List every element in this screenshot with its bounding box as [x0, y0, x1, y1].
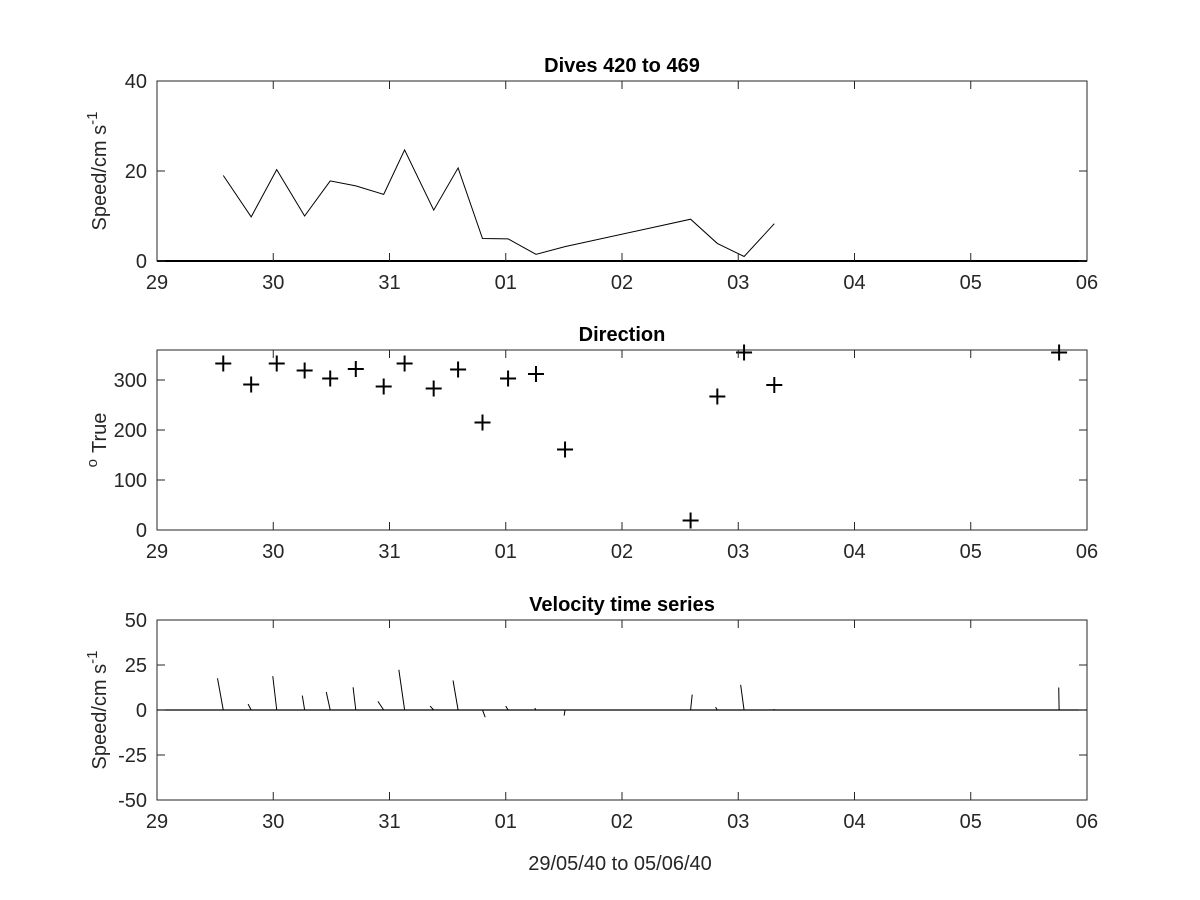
direction-y-tick-label: 300	[114, 370, 147, 392]
velocity-stick	[452, 680, 459, 711]
velocity-stick	[505, 705, 509, 711]
velocity-stick	[563, 709, 566, 716]
velocity-y-axis-label-main: Speed/cm s	[89, 664, 111, 770]
direction-point	[243, 376, 260, 393]
velocity-stick	[301, 695, 306, 711]
velocity-y-tick-label: -50	[118, 790, 147, 812]
velocity-stick	[690, 694, 693, 711]
velocity-y-tick-label: 25	[125, 655, 147, 677]
speed-y-tick-label: 40	[125, 71, 147, 93]
direction-x-tick-label: 31	[378, 541, 400, 563]
velocity-chart-title: Velocity time series	[529, 594, 715, 616]
velocity-stick	[272, 676, 278, 711]
direction-x-tick-label: 30	[262, 541, 284, 563]
direction-x-tick-label: 05	[960, 541, 982, 563]
speed-x-tick-label: 03	[727, 272, 749, 294]
direction-chart-title: Direction	[579, 324, 666, 346]
speed-panel: 29 30 31 01 02 03 04 05 06 0 20 40 Dives 420 to 469…	[84, 55, 1098, 294]
direction-y-axis-label-main: True	[89, 413, 111, 453]
speed-y-axis-label-main: Speed/cm s	[89, 125, 111, 231]
velocity-stick	[398, 669, 406, 711]
velocity-y-axis-label-superscript: -1	[84, 651, 101, 664]
velocity-y-axis-label: Speed/cm s-1	[84, 651, 111, 770]
velocity-stick	[377, 701, 385, 711]
direction-point	[709, 388, 726, 405]
direction-x-tick-label: 29	[146, 541, 168, 563]
direction-y-tick-label: 0	[136, 520, 147, 542]
direction-x-tick-label: 02	[611, 541, 633, 563]
velocity-x-tick-label: 05	[960, 811, 982, 833]
direction-x-tick-label: 03	[727, 541, 749, 563]
direction-point	[450, 361, 467, 378]
speed-y-tick-label: 0	[136, 251, 147, 273]
direction-point	[766, 377, 783, 393]
direction-point	[215, 355, 232, 372]
speed-axes-frame	[156, 80, 1088, 262]
speed-line	[222, 148, 775, 258]
direction-x-tick-label: 06	[1076, 541, 1098, 563]
speed-x-tick-label: 06	[1076, 272, 1098, 294]
velocity-x-tick-label: 06	[1076, 811, 1098, 833]
speed-x-tick-label: 31	[378, 272, 400, 294]
velocity-stick	[325, 691, 331, 711]
velocity-panel: 29 30 31 01 02 03 04 05 06 -50 -25 0 25 50 Velocity t…	[84, 594, 1098, 833]
direction-y-tick-label: 200	[114, 420, 147, 442]
velocity-stick	[217, 678, 224, 711]
direction-point	[682, 512, 699, 529]
speed-x-tick-label: 29	[146, 272, 168, 294]
velocity-x-tick-label: 03	[727, 811, 749, 833]
direction-axes-frame	[156, 349, 1088, 531]
direction-point	[268, 355, 285, 372]
velocity-x-tick-label: 31	[378, 811, 400, 833]
speed-x-tick-label: 05	[960, 272, 982, 294]
speed-x-tick-label: 02	[611, 272, 633, 294]
speed-x-tick-label: 01	[495, 272, 517, 294]
direction-point	[347, 361, 364, 377]
speed-x-tick-label: 04	[843, 272, 865, 294]
speed-y-axis-label-superscript: -1	[84, 112, 101, 125]
velocity-stick	[352, 687, 357, 711]
velocity-y-tick-label: -25	[118, 745, 147, 767]
velocity-stick	[482, 709, 486, 718]
velocity-stick	[715, 706, 718, 711]
velocity-ticks: 29 30 31 01 02 03 04 05 06 -50 -25 0 25 50	[118, 610, 1098, 833]
direction-point	[396, 355, 413, 372]
velocity-x-tick-label: 29	[146, 811, 168, 833]
direction-y-axis-label-superscript: o	[84, 459, 101, 467]
direction-ticks: 29 30 31 01 02 03 04 05 06 0 100 200 300	[114, 350, 1098, 563]
speed-y-tick-label: 20	[125, 161, 147, 183]
direction-point	[375, 378, 392, 395]
velocity-stick	[740, 684, 745, 711]
direction-point	[474, 414, 491, 431]
direction-y-tick-label: 100	[114, 470, 147, 492]
speed-y-axis-label: Speed/cm s-1	[84, 112, 111, 231]
direction-point	[425, 380, 442, 397]
speed-chart-title: Dives 420 to 469	[544, 55, 700, 77]
direction-point	[527, 366, 544, 382]
direction-point	[557, 441, 574, 458]
velocity-stick	[534, 707, 537, 711]
speed-ticks: 29 30 31 01 02 03 04 05 06 0 20 40	[125, 71, 1098, 294]
velocity-stick	[247, 703, 252, 711]
direction-x-tick-label: 01	[495, 541, 517, 563]
velocity-x-tick-label: 02	[611, 811, 633, 833]
velocity-y-tick-label: 50	[125, 610, 147, 632]
x-axis-label: 29/05/40 to 05/06/40	[528, 853, 712, 875]
velocity-x-tick-label: 01	[495, 811, 517, 833]
velocity-stick	[773, 708, 775, 711]
direction-x-tick-label: 04	[843, 541, 865, 563]
direction-y-axis-label: o True	[84, 413, 111, 468]
velocity-stick	[429, 705, 435, 711]
velocity-series	[157, 669, 1087, 718]
velocity-x-tick-label: 04	[843, 811, 865, 833]
direction-point	[322, 370, 339, 387]
velocity-x-tick-label: 30	[262, 811, 284, 833]
direction-point	[500, 370, 517, 387]
velocity-y-tick-label: 0	[136, 700, 147, 722]
direction-point	[296, 362, 313, 379]
speed-x-tick-label: 30	[262, 272, 284, 294]
direction-panel: 29 30 31 01 02 03 04 05 06 0 100 200 300 Direction o…	[84, 324, 1098, 563]
direction-point	[1051, 344, 1068, 361]
